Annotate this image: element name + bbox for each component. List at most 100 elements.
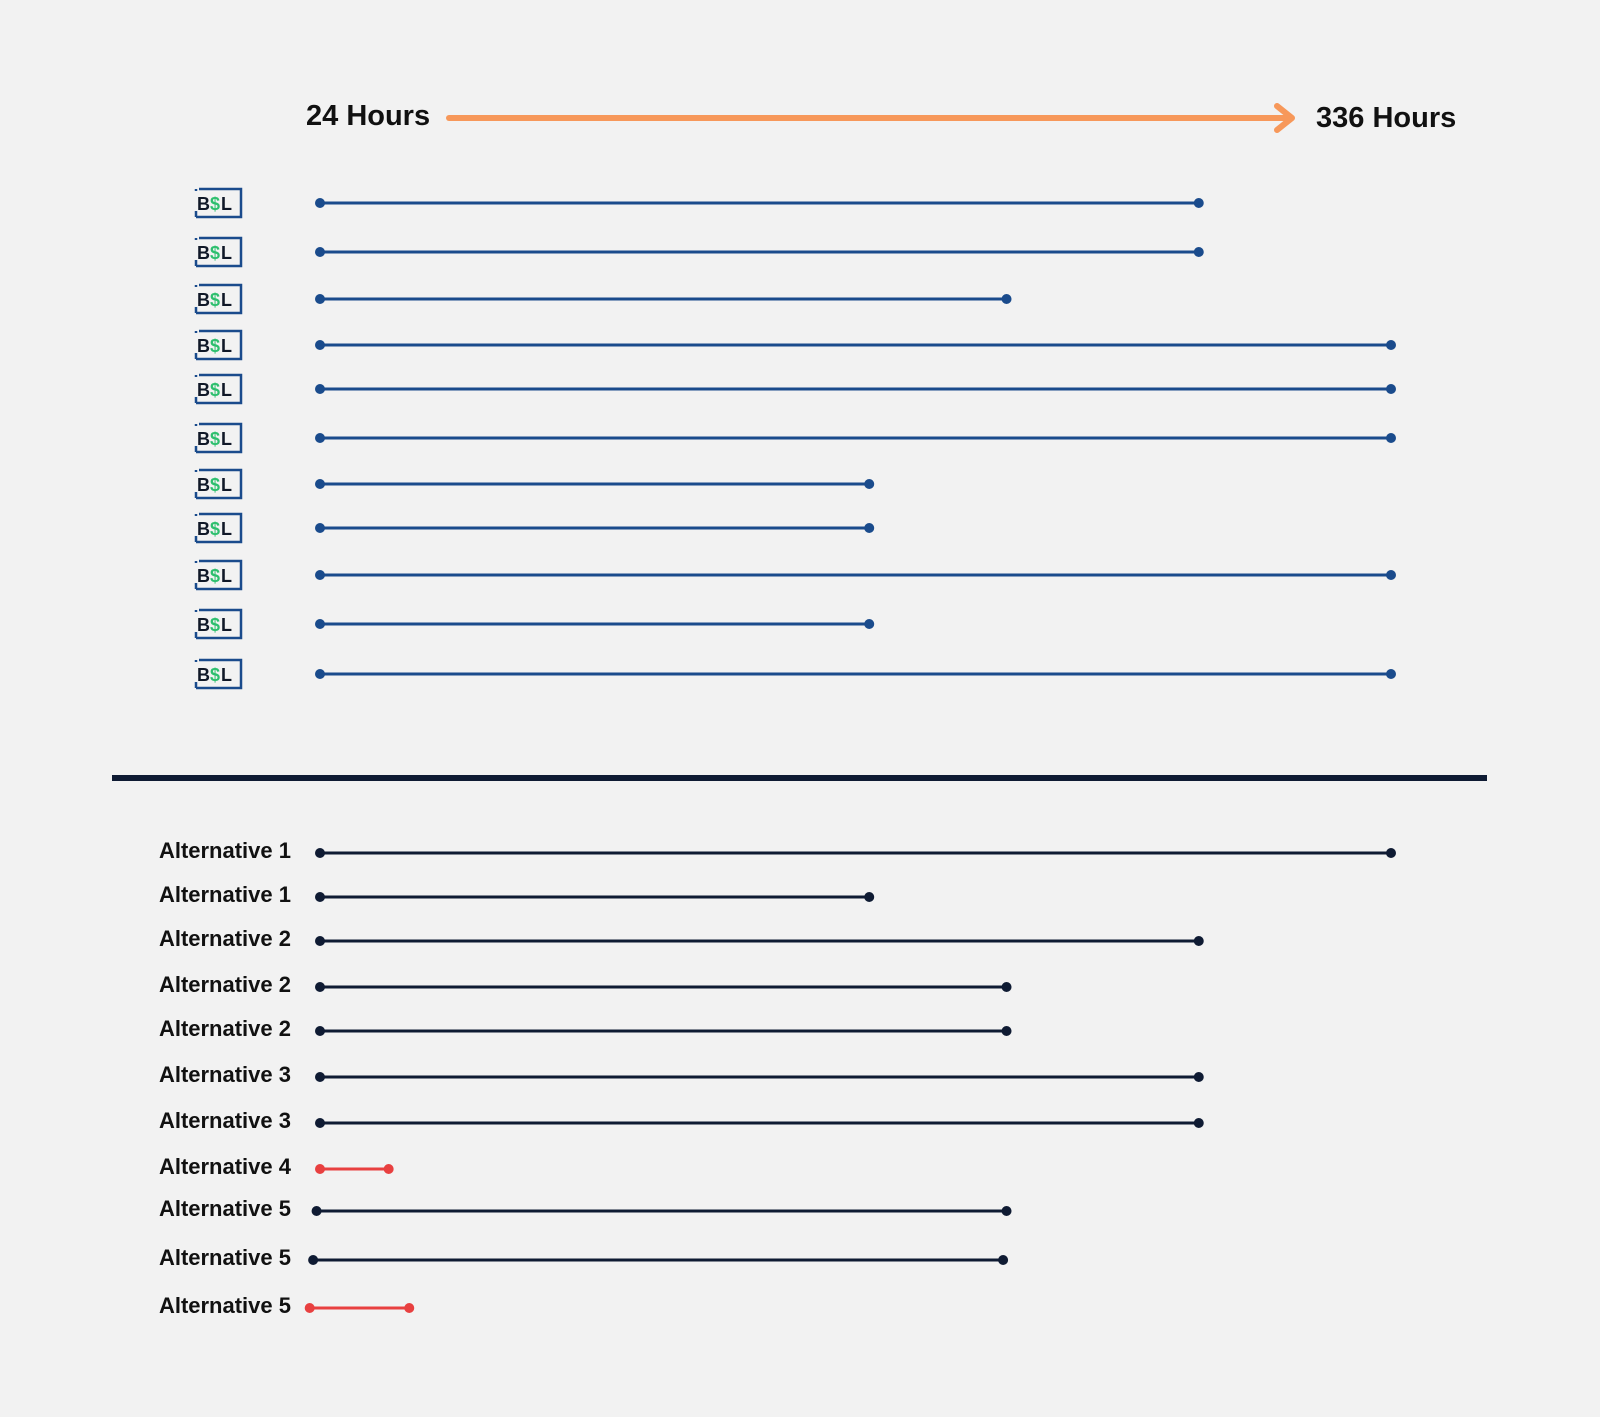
svg-text:L: L (221, 336, 232, 356)
bsl-duration-line (315, 479, 875, 489)
alternative-label: Alternative 1 (158, 838, 291, 863)
bsl-logo-icon: B $ L (193, 329, 243, 361)
svg-text:B: B (197, 615, 210, 635)
end-point-icon (1386, 340, 1396, 350)
alternative-label: Alternative 5 (158, 1245, 291, 1270)
start-point-icon (315, 340, 325, 350)
alternative-duration-line (311, 1206, 1012, 1216)
start-point-icon (315, 247, 325, 257)
svg-text:$: $ (210, 380, 220, 400)
bsl-duration-line (315, 433, 1396, 443)
end-point-icon (864, 479, 875, 489)
start-point-icon (315, 619, 325, 629)
bsl-logo-icon: B $ L (193, 187, 243, 219)
svg-text:B: B (197, 429, 210, 449)
bsl-logo-icon: B $ L (193, 422, 243, 454)
bsl-logo-icon: B $ L (193, 468, 243, 500)
svg-text:L: L (221, 290, 232, 310)
svg-text:L: L (221, 475, 232, 495)
alternative-label: Alternative 5 (158, 1293, 291, 1318)
bsl-logo-icon: B $ L (193, 512, 243, 544)
start-point-icon (315, 936, 325, 946)
svg-text:$: $ (210, 519, 220, 539)
end-point-icon (864, 892, 875, 902)
start-point-icon (315, 570, 325, 580)
start-point-icon (315, 669, 325, 679)
alternative-label: Alternative 5 (158, 1196, 291, 1221)
end-point-icon (383, 1164, 394, 1174)
svg-text:B: B (197, 475, 210, 495)
start-point-icon (315, 523, 325, 533)
end-point-icon (1193, 198, 1204, 208)
svg-text:L: L (221, 665, 232, 685)
svg-text:L: L (221, 194, 232, 214)
start-point-icon (315, 479, 325, 489)
bsl-logo-icon: B $ L (193, 658, 243, 690)
alternative-duration-line (315, 936, 1204, 946)
start-point-icon (304, 1303, 315, 1313)
start-time-label: 24 Hours (306, 100, 431, 132)
alternative-label: Alternative 3 (158, 1108, 291, 1133)
svg-text:B: B (197, 336, 210, 356)
bsl-logo-icon: B $ L (193, 236, 243, 268)
svg-text:B: B (197, 194, 210, 214)
start-point-icon (315, 294, 325, 304)
bsl-duration-line (315, 570, 1396, 580)
alternative-duration-line (315, 982, 1012, 992)
bsl-duration-line (315, 294, 1012, 304)
svg-text:L: L (221, 380, 232, 400)
svg-text:B: B (197, 243, 210, 263)
svg-text:L: L (221, 615, 232, 635)
bsl-logo-icon: B $ L (193, 373, 243, 405)
svg-text:$: $ (210, 615, 220, 635)
end-time-label: 336 Hours (1316, 102, 1457, 134)
start-point-icon (315, 384, 325, 394)
end-point-icon (1193, 936, 1204, 946)
timeline-arrow-icon (446, 103, 1295, 133)
bsl-duration-line (315, 523, 875, 533)
end-point-icon (1193, 1072, 1204, 1082)
end-point-icon (1386, 669, 1396, 679)
section-divider (112, 775, 1487, 781)
end-point-icon (1193, 1118, 1204, 1128)
bsl-logo-icon: B $ L (193, 608, 243, 640)
end-point-icon (998, 1255, 1009, 1265)
end-point-icon (1386, 570, 1396, 580)
svg-text:B: B (197, 290, 210, 310)
alternative-label: Alternative 2 (158, 1016, 291, 1041)
alternative-label: Alternative 1 (158, 882, 291, 907)
start-point-icon (315, 1026, 325, 1036)
end-point-icon (1193, 247, 1204, 257)
svg-text:$: $ (210, 194, 220, 214)
svg-text:B: B (197, 566, 210, 586)
alternative-duration-line (315, 848, 1396, 858)
alternative-label: Alternative 4 (158, 1154, 291, 1179)
start-point-icon (308, 1255, 319, 1265)
bsl-logo-icon: B $ L (193, 559, 243, 591)
start-point-icon (315, 982, 325, 992)
alternative-duration-line (315, 892, 875, 902)
bsl-duration-line (315, 247, 1204, 257)
end-point-icon (1001, 294, 1012, 304)
end-point-icon (1001, 1026, 1012, 1036)
alternative-label: Alternative 2 (158, 926, 291, 951)
end-point-icon (1001, 982, 1012, 992)
start-point-icon (315, 848, 325, 858)
highlight-duration-line (304, 1303, 415, 1313)
alternative-duration-line (315, 1072, 1204, 1082)
bsl-duration-line (315, 198, 1204, 208)
alternative-duration-line (308, 1255, 1009, 1265)
end-point-icon (864, 619, 875, 629)
svg-text:B: B (197, 519, 210, 539)
svg-text:$: $ (210, 243, 220, 263)
svg-text:$: $ (210, 475, 220, 495)
bsl-logo-icon: B $ L (193, 283, 243, 315)
svg-text:L: L (221, 429, 232, 449)
alternative-duration-line (315, 1026, 1012, 1036)
svg-text:$: $ (210, 290, 220, 310)
end-point-icon (1386, 384, 1396, 394)
highlight-duration-line (315, 1164, 394, 1174)
start-point-icon (315, 892, 325, 902)
bsl-duration-line (315, 669, 1396, 679)
